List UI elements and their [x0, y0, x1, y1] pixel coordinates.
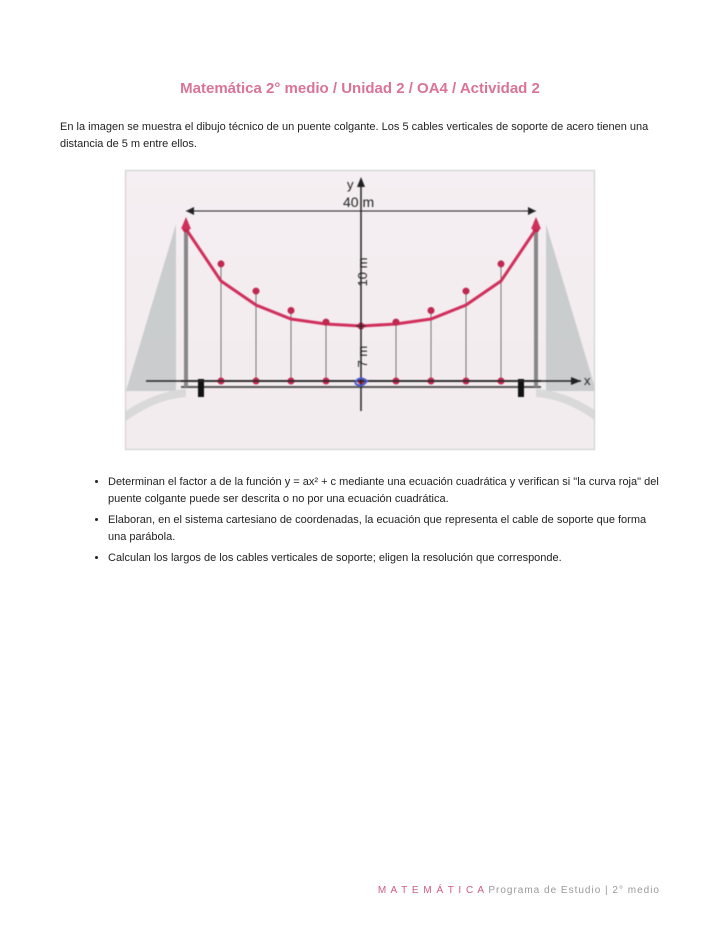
svg-text:x: x: [584, 373, 591, 388]
footer-subject: M A T E M Á T I C A: [378, 885, 485, 896]
bullet-item: Determinan el factor a de la función y =…: [108, 474, 660, 508]
svg-text:7 m: 7 m: [355, 346, 370, 368]
bullet-item: Elaboran, en el sistema cartesiano de co…: [108, 512, 660, 546]
bullet-item: Calculan los largos de los cables vertic…: [108, 550, 660, 567]
intro-paragraph: En la imagen se muestra el dibujo técnic…: [60, 119, 660, 152]
svg-text:10 m: 10 m: [355, 258, 370, 287]
page-title: Matemática 2° medio / Unidad 2 / OA4 / A…: [60, 80, 660, 97]
figure-container: x y 40 m 10 m 7 m: [60, 170, 660, 450]
bridge-diagram: x y 40 m 10 m 7 m: [125, 170, 595, 450]
bridge-svg: x y 40 m 10 m 7 m: [126, 171, 595, 450]
bullet-list: Determinan el factor a de la función y =…: [60, 474, 660, 567]
svg-text:y: y: [347, 177, 354, 192]
footer: M A T E M Á T I C A Programa de Estudio …: [378, 885, 660, 896]
footer-rest: Programa de Estudio | 2° medio: [488, 885, 660, 896]
svg-text:40 m: 40 m: [343, 194, 374, 210]
